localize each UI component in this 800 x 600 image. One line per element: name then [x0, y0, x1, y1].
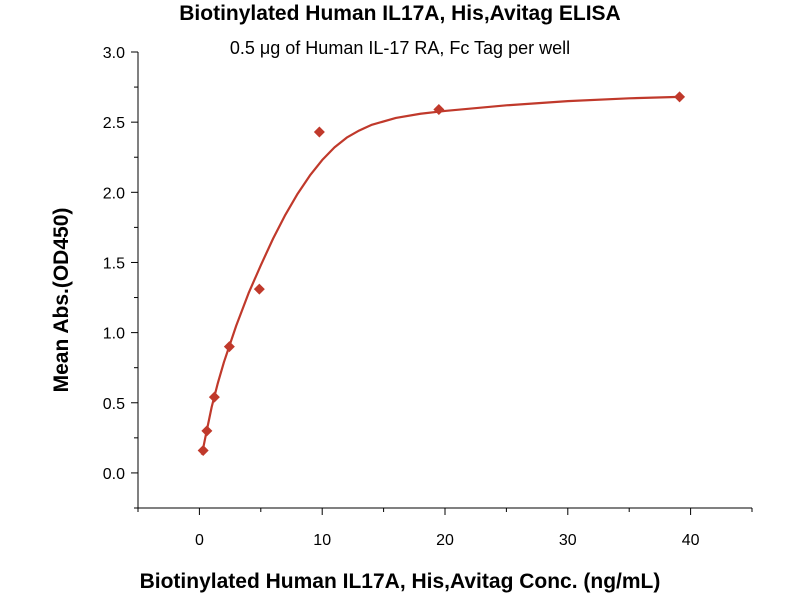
- y-tick-label: 1.5: [103, 255, 125, 272]
- data-point: [674, 91, 686, 103]
- data-point: [201, 425, 213, 437]
- x-tick-label: 40: [682, 532, 700, 549]
- fit-curve-layer: [200, 95, 680, 455]
- axes: 0 10 20 30 40 0.0 0.5 1.0 1.5 2.0 2.5 3.0: [103, 45, 753, 549]
- x-tick-label: 30: [559, 532, 577, 549]
- y-tick-label: 0.0: [103, 466, 125, 483]
- x-tick-label: 20: [436, 532, 454, 549]
- y-tick-label: 2.0: [103, 185, 125, 202]
- data-point: [223, 341, 235, 353]
- data-point: [253, 283, 265, 295]
- y-tick-label: 2.5: [103, 115, 125, 132]
- data-point: [433, 104, 445, 116]
- data-point: [313, 126, 325, 138]
- chart-title: Biotinylated Human IL17A, His,Avitag ELI…: [179, 2, 621, 25]
- x-tick-label: 10: [313, 532, 331, 549]
- y-tick-label: 1.0: [103, 326, 125, 343]
- y-tick-label: 3.0: [103, 45, 125, 62]
- fit-curve: [200, 95, 680, 455]
- x-axis-label: Biotinylated Human IL17A, His,Avitag Con…: [139, 570, 661, 593]
- data-point: [197, 444, 209, 456]
- x-tick-label: 0: [195, 532, 204, 549]
- chart-subtitle: 0.5 μg of Human IL-17 RA, Fc Tag per wel…: [229, 38, 571, 58]
- data-points: [197, 91, 686, 456]
- data-point: [208, 391, 220, 403]
- y-axis-label: Mean Abs.(OD450): [50, 207, 73, 393]
- y-tick-label: 0.5: [103, 396, 125, 413]
